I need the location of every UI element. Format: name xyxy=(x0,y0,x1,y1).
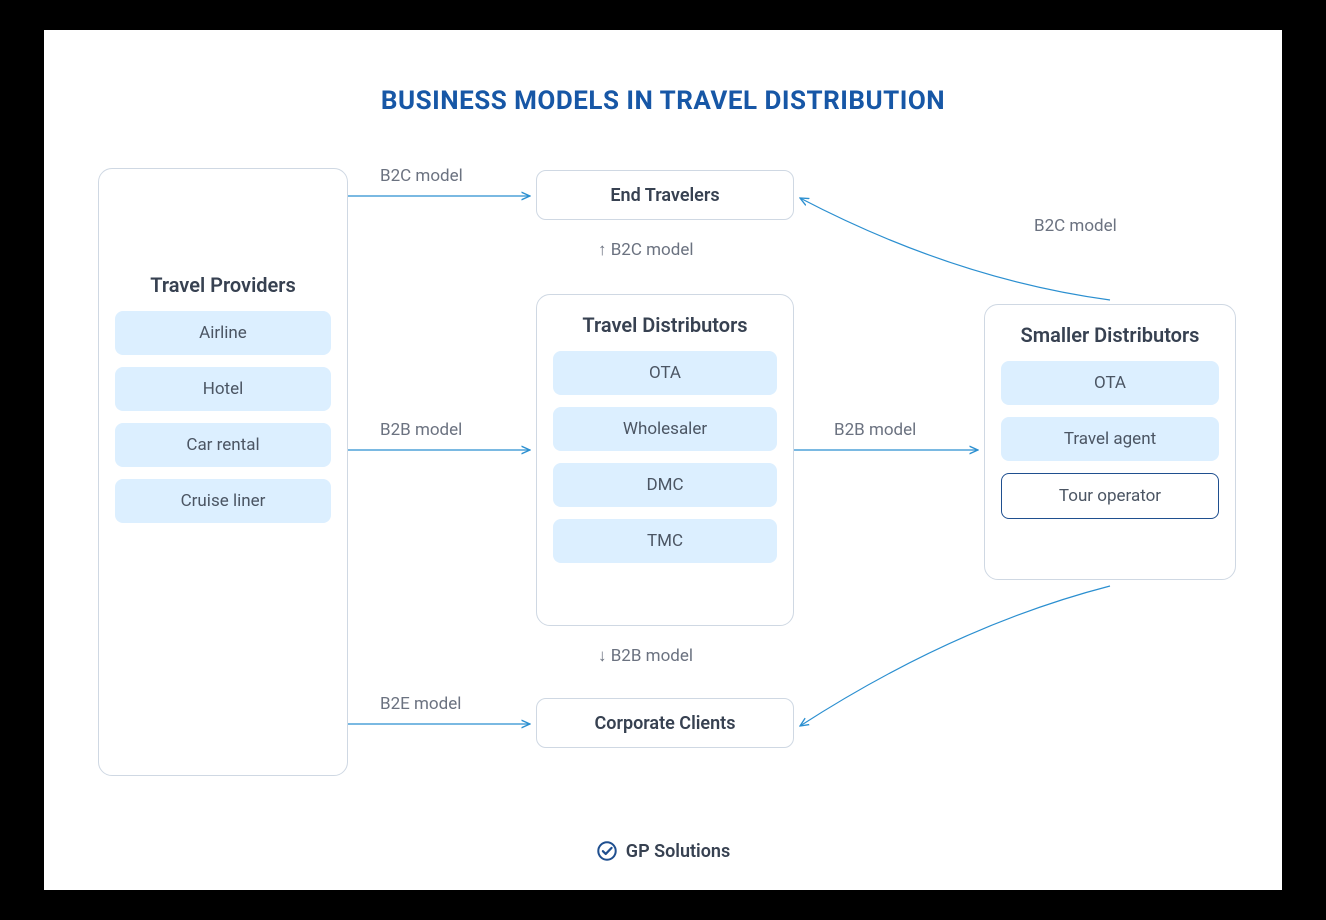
provider-item: Airline xyxy=(115,311,331,355)
check-circle-icon xyxy=(596,840,618,862)
travel-providers-box: Travel Providers Airline Hotel Car renta… xyxy=(98,168,348,776)
distributor-item: DMC xyxy=(553,463,777,507)
travel-distributors-box: Travel Distributors OTA Wholesaler DMC T… xyxy=(536,294,794,626)
b2b-down-label: ↓ B2B model xyxy=(598,646,693,666)
smaller-item: Travel agent xyxy=(1001,417,1219,461)
footer-logo: GP Solutions xyxy=(44,840,1282,862)
provider-item: Hotel xyxy=(115,367,331,411)
smaller-distributors-box: Smaller Distributors OTA Travel agent To… xyxy=(984,304,1236,580)
diagram-title: BUSINESS MODELS IN TRAVEL DISTRIBUTION xyxy=(44,86,1282,116)
edge-label: B2B model xyxy=(380,420,462,440)
provider-item: Car rental xyxy=(115,423,331,467)
end-travelers-label: End Travelers xyxy=(610,185,719,206)
edge-label: B2E model xyxy=(380,694,461,714)
diagram-canvas: BUSINESS MODELS IN TRAVEL DISTRIBUTION T… xyxy=(44,30,1282,890)
corporate-clients-label: Corporate Clients xyxy=(595,713,736,734)
distributor-item: Wholesaler xyxy=(553,407,777,451)
edge-label: B2C model xyxy=(380,166,463,186)
distributor-item: TMC xyxy=(553,519,777,563)
edge-label: B2B model xyxy=(834,420,916,440)
distributor-item: OTA xyxy=(553,351,777,395)
travel-distributors-heading: Travel Distributors xyxy=(553,313,777,337)
end-travelers-box: End Travelers xyxy=(536,170,794,220)
smaller-item: OTA xyxy=(1001,361,1219,405)
smaller-distributors-heading: Smaller Distributors xyxy=(1001,323,1219,347)
corporate-clients-box: Corporate Clients xyxy=(536,698,794,748)
title-text: BUSINESS MODELS IN TRAVEL DISTRIBUTION xyxy=(381,86,945,116)
b2c-up-label: ↑ B2C model xyxy=(598,240,693,260)
footer-text: GP Solutions xyxy=(626,841,730,862)
provider-item: Cruise liner xyxy=(115,479,331,523)
travel-providers-heading: Travel Providers xyxy=(115,273,331,297)
edge-label: B2C model xyxy=(1034,216,1117,236)
smaller-item-highlighted: Tour operator xyxy=(1001,473,1219,519)
